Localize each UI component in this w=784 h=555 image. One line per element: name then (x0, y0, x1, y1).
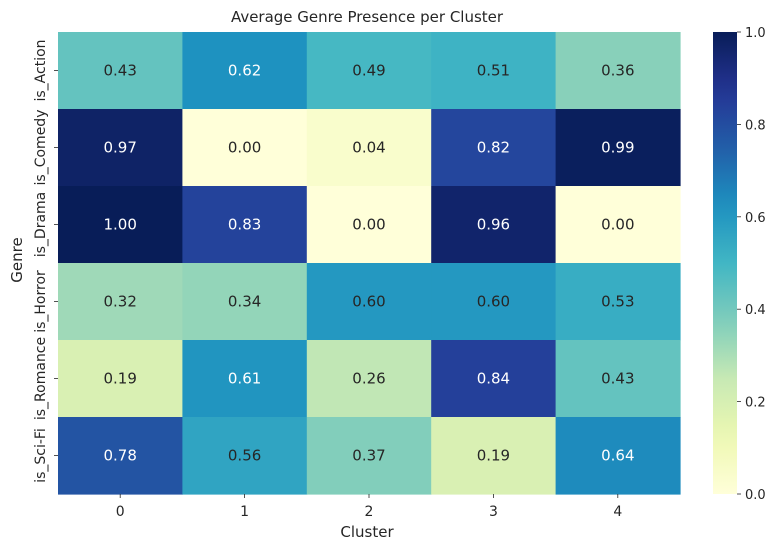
heatmap-cell (306, 417, 432, 495)
heatmap-cell (182, 109, 308, 187)
colorbar-tick-label: 0.8 (745, 118, 766, 133)
cell-value-label: 0.51 (477, 62, 510, 80)
colorbar-tick-label: 1.0 (745, 26, 766, 41)
heatmap-cell (555, 340, 681, 418)
chart-title: Average Genre Presence per Cluster (231, 8, 504, 26)
heatmap-cell (555, 417, 681, 495)
cell-value-label: 0.43 (103, 62, 136, 80)
cell-value-label: 0.64 (601, 447, 634, 465)
y-axis-title: Genre (8, 237, 26, 282)
x-tick-label: 3 (489, 504, 498, 520)
x-tick-labels: 0 1 2 3 4 (116, 494, 622, 520)
heatmap-cell (58, 417, 183, 495)
colorbar-gradient (713, 32, 737, 494)
heatmap-cell (182, 186, 308, 264)
cell-value-label: 0.00 (228, 139, 261, 157)
cell-value-label: 0.37 (352, 447, 385, 465)
x-tick-label: 2 (365, 504, 374, 520)
cell-value-label: 0.00 (601, 216, 634, 234)
colorbar: 0.0 0.2 0.4 0.6 0.8 1.0 (713, 26, 766, 503)
cell-value-label: 0.00 (352, 216, 385, 234)
cell-value-label: 0.96 (477, 216, 510, 234)
x-axis-title: Cluster (340, 523, 394, 541)
heatmap-cell (555, 186, 681, 264)
cell-value-label: 1.00 (103, 216, 136, 234)
x-tick-label: 1 (240, 504, 249, 520)
colorbar-tick-label: 0.0 (745, 488, 766, 503)
cell-value-label: 0.60 (352, 293, 385, 311)
y-tick-label: is_Romance (33, 337, 49, 420)
heatmap-cell (58, 32, 183, 110)
cell-value-label: 0.19 (477, 447, 510, 465)
heatmap-cell (306, 340, 432, 418)
colorbar-tick-label: 0.2 (745, 396, 766, 411)
cell-value-label: 0.04 (352, 139, 385, 157)
heatmap-cell (431, 340, 557, 418)
colorbar-tick-label: 0.4 (745, 303, 766, 318)
heatmap-cells: 0.43 0.62 0.49 0.51 0.36 0.97 0.00 0.04 0.82 0.99… (58, 32, 681, 495)
heatmap-cell (182, 263, 308, 341)
cell-value-label: 0.82 (477, 139, 510, 157)
cell-value-label: 0.61 (228, 370, 261, 388)
y-tick-label: is_Comedy (33, 110, 49, 186)
cell-value-label: 0.34 (228, 293, 261, 311)
heatmap-cell (306, 32, 432, 110)
cell-value-label: 0.97 (103, 139, 136, 157)
heatmap-cell (306, 186, 432, 264)
y-tick-labels: is_Action is_Comedy is_Drama is_Horror is_Ro… (33, 39, 58, 483)
heatmap-cell (555, 263, 681, 341)
heatmap-cell (431, 109, 557, 187)
heatmap-cell (58, 340, 183, 418)
cell-value-label: 0.19 (103, 370, 136, 388)
cell-value-label: 0.56 (228, 447, 261, 465)
heatmap-cell (555, 109, 681, 187)
cell-value-label: 0.32 (103, 293, 136, 311)
cell-value-label: 0.36 (601, 62, 634, 80)
heatmap-cell (431, 263, 557, 341)
heatmap-cell (58, 109, 183, 187)
x-tick-label: 0 (116, 504, 125, 520)
heatmap-cell (306, 109, 432, 187)
cell-value-label: 0.26 (352, 370, 385, 388)
cell-value-label: 0.53 (601, 293, 634, 311)
x-tick-label: 4 (613, 504, 622, 520)
heatmap-cell (182, 417, 308, 495)
cell-value-label: 0.83 (228, 216, 261, 234)
heatmap-cell (182, 32, 308, 110)
cell-value-label: 0.43 (601, 370, 634, 388)
cell-value-label: 0.62 (228, 62, 261, 80)
cell-value-label: 0.84 (477, 370, 510, 388)
heatmap-cell (182, 340, 308, 418)
heatmap-cell (431, 32, 557, 110)
heatmap-cell (58, 263, 183, 341)
y-tick-label: is_Sci-Fi (33, 428, 49, 483)
cell-value-label: 0.78 (103, 447, 136, 465)
y-tick-label: is_Drama (33, 192, 49, 258)
cell-value-label: 0.49 (352, 62, 385, 80)
colorbar-tick-label: 0.6 (745, 211, 766, 226)
heatmap-cell (58, 186, 183, 264)
y-tick-label: is_Horror (33, 270, 49, 333)
y-tick-label: is_Action (33, 39, 49, 101)
heatmap-cell (555, 32, 681, 110)
cell-value-label: 0.99 (601, 139, 634, 157)
cell-value-label: 0.60 (477, 293, 510, 311)
heatmap-cell (431, 417, 557, 495)
heatmap-cell (306, 263, 432, 341)
heatmap-cell (431, 186, 557, 264)
